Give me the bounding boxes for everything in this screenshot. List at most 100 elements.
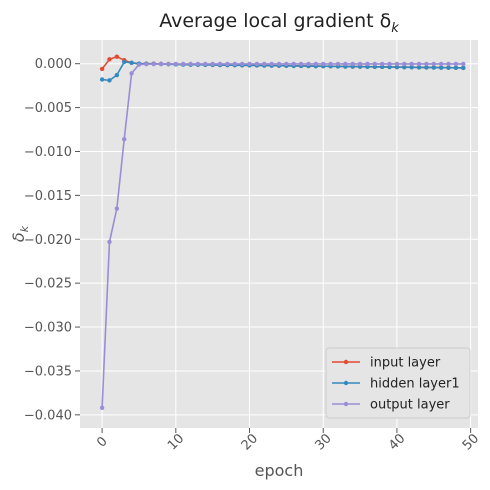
data-point bbox=[431, 65, 436, 70]
data-point bbox=[321, 61, 326, 67]
data-point bbox=[114, 72, 120, 78]
data-point bbox=[151, 61, 156, 67]
series-output-layer bbox=[99, 61, 466, 411]
data-point bbox=[210, 61, 215, 67]
data-point bbox=[438, 61, 444, 67]
data-point bbox=[122, 59, 127, 65]
legend-label: output layer bbox=[370, 398, 450, 413]
data-point bbox=[114, 206, 120, 211]
chart-title-text: Average local gradient δ bbox=[159, 10, 391, 32]
data-point bbox=[99, 77, 105, 82]
data-point bbox=[372, 61, 378, 67]
data-point bbox=[276, 61, 282, 67]
data-point bbox=[107, 239, 112, 245]
data-point bbox=[158, 61, 164, 67]
x-axis-label: epoch bbox=[255, 461, 304, 480]
data-point bbox=[379, 61, 385, 67]
data-point bbox=[99, 66, 105, 72]
data-point bbox=[461, 65, 466, 71]
data-point bbox=[409, 65, 414, 70]
data-point bbox=[144, 61, 149, 67]
data-point bbox=[298, 61, 304, 67]
y-axis-label: δk bbox=[9, 225, 31, 242]
series-layer bbox=[99, 54, 466, 411]
data-point bbox=[173, 61, 179, 67]
legend-box bbox=[325, 347, 471, 419]
y-tick-label: −0.040 bbox=[24, 408, 72, 423]
y-axis-label-text: δ bbox=[9, 232, 28, 242]
chart-title-subscript: k bbox=[391, 21, 399, 36]
data-point bbox=[365, 61, 370, 67]
data-point bbox=[99, 405, 105, 411]
data-point bbox=[335, 61, 341, 67]
data-point bbox=[269, 61, 274, 67]
legend-label: input layer bbox=[370, 356, 441, 371]
legend: input layer hidden layer1 output layer bbox=[325, 347, 471, 419]
y-tick-label: −0.010 bbox=[24, 145, 72, 160]
data-point bbox=[453, 61, 459, 67]
data-point bbox=[107, 78, 112, 83]
data-point bbox=[402, 61, 407, 67]
data-point bbox=[402, 65, 407, 70]
data-point bbox=[446, 65, 451, 70]
legend-label: hidden layer1 bbox=[370, 377, 460, 392]
data-point bbox=[129, 71, 134, 76]
data-point bbox=[217, 61, 223, 67]
data-point bbox=[225, 61, 230, 67]
data-point bbox=[232, 61, 237, 67]
legend-swatch-marker bbox=[343, 401, 349, 407]
y-tick-label: −0.005 bbox=[24, 101, 72, 116]
data-point bbox=[129, 60, 134, 66]
data-point bbox=[416, 65, 422, 70]
data-point bbox=[239, 61, 245, 67]
data-point bbox=[350, 61, 355, 67]
data-point bbox=[357, 61, 363, 67]
chart-title: Average local gradient δk bbox=[159, 10, 399, 36]
y-tick-label: 0.000 bbox=[35, 57, 72, 72]
data-point bbox=[416, 61, 422, 67]
data-point bbox=[136, 62, 142, 67]
y-tick-label: −0.020 bbox=[24, 233, 72, 248]
legend-swatch-marker bbox=[343, 359, 349, 365]
data-point bbox=[188, 61, 193, 67]
data-point bbox=[291, 61, 296, 67]
y-tick-label: −0.030 bbox=[24, 321, 72, 336]
data-point bbox=[262, 61, 267, 67]
data-point bbox=[328, 61, 333, 67]
data-point bbox=[203, 61, 208, 67]
legend-item: hidden layer1 bbox=[332, 377, 460, 392]
data-point bbox=[247, 61, 252, 67]
data-point bbox=[438, 65, 444, 70]
data-point bbox=[424, 61, 429, 67]
legend-item: output layer bbox=[332, 398, 450, 413]
data-point bbox=[313, 61, 319, 67]
legend-swatch-marker bbox=[343, 380, 349, 386]
data-point bbox=[446, 61, 451, 67]
data-point bbox=[195, 61, 201, 67]
data-point bbox=[387, 64, 392, 70]
y-axis-label-subscript: k bbox=[18, 225, 31, 232]
data-point bbox=[284, 61, 289, 67]
data-point bbox=[107, 57, 112, 62]
data-point bbox=[180, 61, 186, 67]
data-point bbox=[461, 61, 466, 67]
data-point bbox=[114, 54, 120, 59]
y-tick-label: −0.035 bbox=[24, 364, 72, 379]
y-tick-label: −0.015 bbox=[24, 189, 72, 204]
data-point bbox=[409, 61, 414, 67]
data-point bbox=[394, 61, 400, 67]
data-point bbox=[431, 61, 436, 67]
data-point bbox=[343, 61, 348, 67]
legend-item: input layer bbox=[332, 356, 441, 371]
y-tick-label: −0.025 bbox=[24, 277, 72, 292]
data-point bbox=[254, 61, 260, 67]
data-point bbox=[453, 65, 459, 71]
y-axis: 0.000 −0.005 −0.010 −0.015 −0.020 −0.025 −0.03… bbox=[24, 57, 80, 423]
data-point bbox=[306, 61, 311, 67]
data-point bbox=[122, 136, 127, 142]
data-point bbox=[166, 61, 171, 67]
data-point bbox=[394, 64, 400, 70]
data-point bbox=[424, 65, 429, 70]
data-point bbox=[387, 61, 392, 67]
